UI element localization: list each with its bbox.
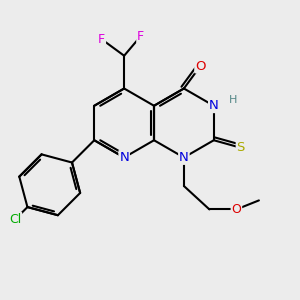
Text: F: F [98,33,105,46]
Text: O: O [232,203,241,216]
Text: F: F [137,30,144,43]
Text: N: N [119,151,129,164]
Text: O: O [195,59,206,73]
Text: N: N [179,151,189,164]
Text: S: S [237,141,245,154]
Text: H: H [229,95,238,105]
Text: N: N [209,99,219,112]
Text: Cl: Cl [9,213,21,226]
